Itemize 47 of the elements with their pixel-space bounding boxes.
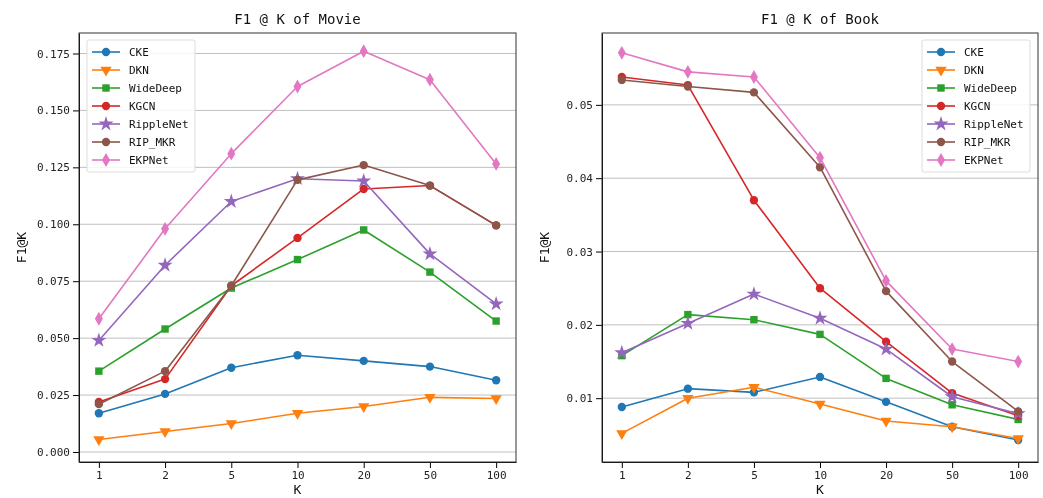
legend-label: CKE	[964, 46, 984, 59]
x-tick-label: 1	[96, 468, 103, 482]
legend-label: WideDeep	[129, 82, 182, 95]
legend-label: EKPNet	[964, 154, 1004, 167]
legend-label: DKN	[964, 64, 984, 77]
legend-label: EKPNet	[129, 154, 169, 167]
x-tick-label: 10	[291, 468, 305, 482]
y-tick-label: 0.02	[566, 318, 593, 332]
x-tick-label: 5	[228, 468, 236, 482]
y-tick-label: 0.05	[566, 98, 593, 112]
x-tick-label: 20	[357, 468, 371, 482]
y-tick-label: 0.04	[566, 172, 594, 186]
chart-title: F1 @ K of Book	[760, 11, 880, 27]
y-tick-label: 0.01	[566, 392, 593, 406]
y-axis-title: F1@K	[14, 231, 29, 264]
y-tick-label: 0.175	[36, 47, 70, 61]
x-tick-label: 2	[162, 468, 169, 482]
y-tick-label: 0.03	[566, 245, 593, 259]
legend-label: RippleNet	[964, 118, 1024, 131]
y-tick-label: 0.050	[36, 332, 70, 346]
y-axis-title: F1@K	[537, 231, 552, 264]
y-tick-label: 0.125	[36, 161, 70, 175]
y-tick-label: 0.075	[36, 275, 70, 289]
legend-label: WideDeep	[964, 82, 1017, 95]
x-tick-label: 10	[813, 468, 828, 482]
legend-label: RIP_MKR	[964, 136, 1011, 149]
y-tick-label: 0.000	[36, 446, 70, 459]
x-tick-label: 100	[1008, 468, 1029, 482]
x-tick-label: 100	[486, 468, 507, 482]
x-axis-title: K	[293, 482, 302, 497]
legend-label: RippleNet	[129, 118, 189, 131]
legend-label: KGCN	[964, 100, 991, 113]
x-tick-label: 5	[751, 468, 758, 482]
legend-label: KGCN	[129, 100, 156, 113]
x-axis-title: K	[816, 482, 825, 497]
y-tick-label: 0.025	[36, 389, 70, 403]
x-tick-label: 20	[879, 468, 894, 482]
x-tick-label: 2	[685, 468, 692, 482]
legend-label: RIP_MKR	[129, 136, 176, 149]
x-tick-label: 1	[619, 468, 626, 482]
y-tick-label: 0.150	[36, 104, 70, 118]
chart-title: F1 @ K of Movie	[234, 11, 361, 27]
x-tick-label: 50	[423, 468, 438, 482]
legend-label: DKN	[129, 64, 149, 77]
x-tick-label: 50	[946, 468, 960, 482]
y-tick-label: 0.100	[36, 218, 70, 232]
legend-label: CKE	[129, 46, 149, 59]
